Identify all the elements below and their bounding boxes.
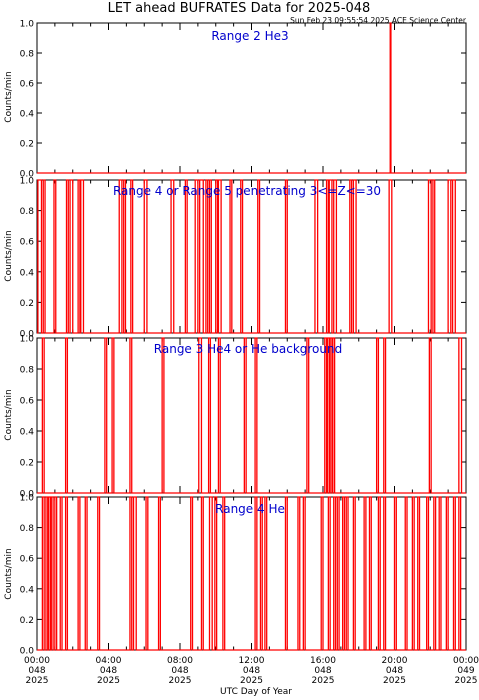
panel-1-frame bbox=[36, 22, 467, 174]
panel-2-ylabel: Counts/min bbox=[4, 230, 14, 281]
x-tick-doy: 048 bbox=[243, 666, 260, 676]
x-tick-time: 08:00 bbox=[167, 656, 193, 666]
y-tick-label: 1.0 bbox=[20, 494, 35, 504]
y-tick-label: 0.4 bbox=[20, 268, 35, 278]
panel-1-title: Range 2 He3 bbox=[211, 29, 288, 43]
panel-2-frame bbox=[36, 179, 467, 334]
chart-title: LET ahead BUFRATES Data for 2025-048 bbox=[108, 1, 371, 16]
x-tick-year: 2025 bbox=[312, 676, 335, 686]
panel-3-frame bbox=[36, 337, 467, 494]
x-tick-time: 12:00 bbox=[239, 656, 265, 666]
y-tick-label: 0.6 bbox=[20, 238, 35, 248]
x-tick-doy: 048 bbox=[386, 666, 403, 676]
x-tick-year: 2025 bbox=[26, 676, 49, 686]
y-tick-label: 0.4 bbox=[20, 428, 35, 438]
x-tick-year: 2025 bbox=[169, 676, 192, 686]
y-tick-label: 0.0 bbox=[20, 490, 35, 500]
y-tick-label: 0.0 bbox=[20, 330, 35, 340]
panel-1-plot: 0.0 0.2 0.4 0.6 0.8 1.0 bbox=[20, 20, 467, 180]
y-tick-label: 0.2 bbox=[20, 299, 34, 309]
panel-4: 0.0 0.2 0.4 0.6 0.8 1.0 Range 4 He Counts/min bbox=[4, 494, 467, 657]
x-tick-year: 2025 bbox=[383, 676, 406, 686]
y-tick-label: 0.2 bbox=[20, 616, 34, 626]
panel-4-frame bbox=[36, 496, 467, 651]
y-tick-label: 0.2 bbox=[20, 459, 34, 469]
y-tick-label: 0.4 bbox=[20, 110, 35, 120]
x-tick-year: 2025 bbox=[97, 676, 120, 686]
x-tick-time: 04:00 bbox=[96, 656, 122, 666]
x-tick-time: 00:00 bbox=[453, 656, 479, 666]
panel-3-title: Range 3 He4 or He background bbox=[154, 342, 342, 356]
x-tick-time: 00:00 bbox=[24, 656, 50, 666]
y-tick-label: 1.0 bbox=[20, 335, 35, 345]
y-tick-label: 0.8 bbox=[20, 366, 35, 376]
y-tick-label: 1.0 bbox=[20, 177, 35, 187]
y-tick-label: 0.8 bbox=[20, 50, 35, 60]
panel-4-title: Range 4 He bbox=[215, 502, 285, 516]
panel-4-plot: 0.0 0.2 0.4 0.6 0.8 1.0 bbox=[20, 494, 467, 657]
y-tick-label: 1.0 bbox=[20, 20, 35, 30]
y-tick-label: 0.0 bbox=[20, 647, 35, 657]
x-tick-doy: 048 bbox=[314, 666, 331, 676]
x-tick-time: 16:00 bbox=[310, 656, 336, 666]
y-tick-label: 0.6 bbox=[20, 80, 35, 90]
x-tick-doy: 048 bbox=[28, 666, 45, 676]
panel-4-series-line bbox=[37, 496, 466, 651]
y-tick-label: 0.2 bbox=[20, 140, 34, 150]
panel-2-series-line bbox=[37, 179, 466, 334]
y-tick-label: 0.8 bbox=[20, 524, 35, 534]
y-tick-label: 0.8 bbox=[20, 207, 35, 217]
panel-1: 0.0 0.2 0.4 0.6 0.8 1.0 Range 2 He3 Counts/mi… bbox=[4, 20, 467, 180]
panel-3: 0.0 0.2 0.4 0.6 0.8 1.0 Range 3 He4 or He bac… bbox=[4, 335, 467, 500]
panel-2: 0.0 0.2 0.4 0.6 0.8 1.0 Range 4 or Range 5 pe… bbox=[4, 177, 467, 340]
x-tick-year: 2025 bbox=[240, 676, 263, 686]
y-tick-label: 0.4 bbox=[20, 585, 35, 595]
panel-1-series-line bbox=[37, 22, 466, 174]
timestamp-label: Sun Feb 23 09:55:54 2025 ACE Science Cen… bbox=[290, 16, 467, 25]
x-tick-time: 20:00 bbox=[382, 656, 408, 666]
panel-1-ylabel: Counts/min bbox=[4, 71, 14, 122]
panel-2-title: Range 4 or Range 5 penetrating 3<=Z<=30 bbox=[113, 184, 381, 198]
x-tick-doy: 049 bbox=[457, 666, 474, 676]
y-tick-label: 0.6 bbox=[20, 397, 35, 407]
x-tick-doy: 048 bbox=[100, 666, 117, 676]
y-tick-label: 0.0 bbox=[20, 170, 35, 180]
y-tick-label: 0.6 bbox=[20, 555, 35, 565]
panel-3-series-line bbox=[37, 337, 466, 494]
x-tick-labels: 00:00048202504:00048202508:00048202512:0… bbox=[24, 656, 479, 686]
panel-4-ylabel: Counts/min bbox=[4, 548, 14, 599]
panel-3-ylabel: Counts/min bbox=[4, 389, 14, 440]
panel-2-plot: 0.0 0.2 0.4 0.6 0.8 1.0 bbox=[20, 177, 467, 340]
x-tick-year: 2025 bbox=[455, 676, 478, 686]
panel-3-plot: 0.0 0.2 0.4 0.6 0.8 1.0 bbox=[20, 335, 467, 500]
x-tick-doy: 048 bbox=[171, 666, 188, 676]
x-axis-label: UTC Day of Year bbox=[220, 687, 292, 697]
